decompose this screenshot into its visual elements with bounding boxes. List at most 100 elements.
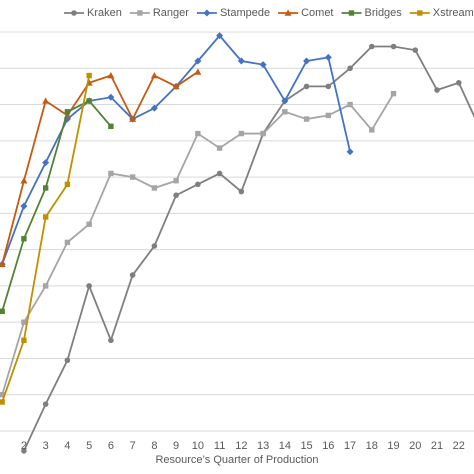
series-line [1, 99, 112, 312]
x-tick-label: 14 [279, 440, 291, 452]
marker [282, 109, 288, 115]
marker [390, 43, 397, 50]
x-tick-label: 13 [257, 440, 269, 452]
marker [86, 221, 92, 227]
marker [86, 72, 92, 79]
marker [42, 97, 50, 104]
marker [303, 57, 311, 65]
marker [216, 145, 223, 151]
marker [107, 93, 115, 101]
marker [151, 185, 158, 191]
series-line [1, 34, 351, 265]
series-line [1, 71, 199, 265]
marker [20, 202, 28, 210]
marker [303, 116, 310, 122]
marker [129, 272, 136, 278]
marker [137, 10, 143, 16]
marker [260, 130, 266, 137]
marker [390, 90, 397, 97]
marker [129, 115, 137, 122]
x-axis-label: Resource’s Quarter of Production [155, 454, 318, 466]
legend-label: Bridges [365, 7, 403, 19]
x-tick-label: 7 [130, 440, 136, 452]
marker [108, 123, 114, 130]
legend-label: Comet [301, 7, 333, 19]
marker [108, 170, 114, 177]
marker [86, 98, 92, 104]
legend: Kraken Ranger Stampede Comet Bridges Xstream [64, 7, 474, 19]
marker [324, 53, 332, 61]
marker [64, 109, 71, 115]
marker [369, 43, 375, 50]
marker [284, 9, 292, 16]
marker [216, 170, 223, 177]
marker [150, 104, 158, 112]
marker [195, 130, 201, 137]
marker [172, 82, 180, 90]
marker [42, 401, 49, 407]
marker [173, 178, 179, 184]
marker [20, 177, 28, 184]
marker [42, 214, 49, 220]
marker [151, 243, 158, 249]
marker [347, 65, 353, 72]
marker [64, 357, 71, 364]
x-tick-label: 4 [64, 440, 70, 452]
marker [21, 319, 27, 325]
marker [369, 127, 375, 133]
marker [281, 97, 289, 105]
x-tick-label: 5 [86, 440, 92, 452]
marker [21, 337, 27, 344]
marker [107, 72, 115, 79]
marker [21, 236, 27, 242]
x-tick-label: 3 [43, 440, 49, 452]
marker [347, 101, 353, 108]
marker [0, 308, 5, 314]
marker [455, 79, 462, 86]
x-tick-label: 18 [366, 440, 378, 452]
legend-label: Kraken [87, 7, 122, 19]
marker [203, 9, 211, 17]
marker [0, 399, 5, 405]
marker [71, 10, 77, 16]
marker [216, 32, 224, 40]
marker [173, 192, 179, 199]
x-tick-label: 16 [322, 440, 334, 452]
x-tick-label: 22 [453, 440, 465, 452]
marker [64, 239, 71, 246]
marker [129, 174, 136, 180]
marker [108, 337, 114, 344]
marker [303, 83, 310, 90]
marker [238, 130, 245, 137]
legend-label: Stampede [220, 7, 270, 19]
marker [346, 148, 354, 156]
x-tick-label: 15 [300, 440, 312, 452]
marker [42, 283, 49, 289]
grid [0, 31, 474, 432]
marker [417, 10, 423, 16]
marker [195, 181, 201, 188]
x-tick-label: 20 [409, 440, 421, 452]
marker [325, 83, 332, 90]
x-tick-label: 12 [235, 440, 247, 452]
marker [434, 87, 440, 93]
marker [0, 260, 6, 267]
legend-label: Xstream [433, 7, 474, 19]
marker [412, 47, 419, 53]
x-tick-label: 8 [151, 440, 157, 452]
x-tick-label: 10 [192, 440, 204, 452]
legend-label: Ranger [153, 7, 189, 19]
marker [0, 392, 5, 398]
marker [325, 112, 332, 119]
marker [259, 61, 267, 69]
x-tick-label: 6 [108, 440, 114, 452]
marker [237, 57, 245, 65]
series-line [1, 93, 395, 395]
marker [194, 57, 202, 65]
x-tick-label: 2 [21, 440, 27, 452]
marker [150, 72, 158, 79]
marker [42, 159, 50, 167]
marker [348, 10, 355, 16]
marker [64, 181, 71, 188]
